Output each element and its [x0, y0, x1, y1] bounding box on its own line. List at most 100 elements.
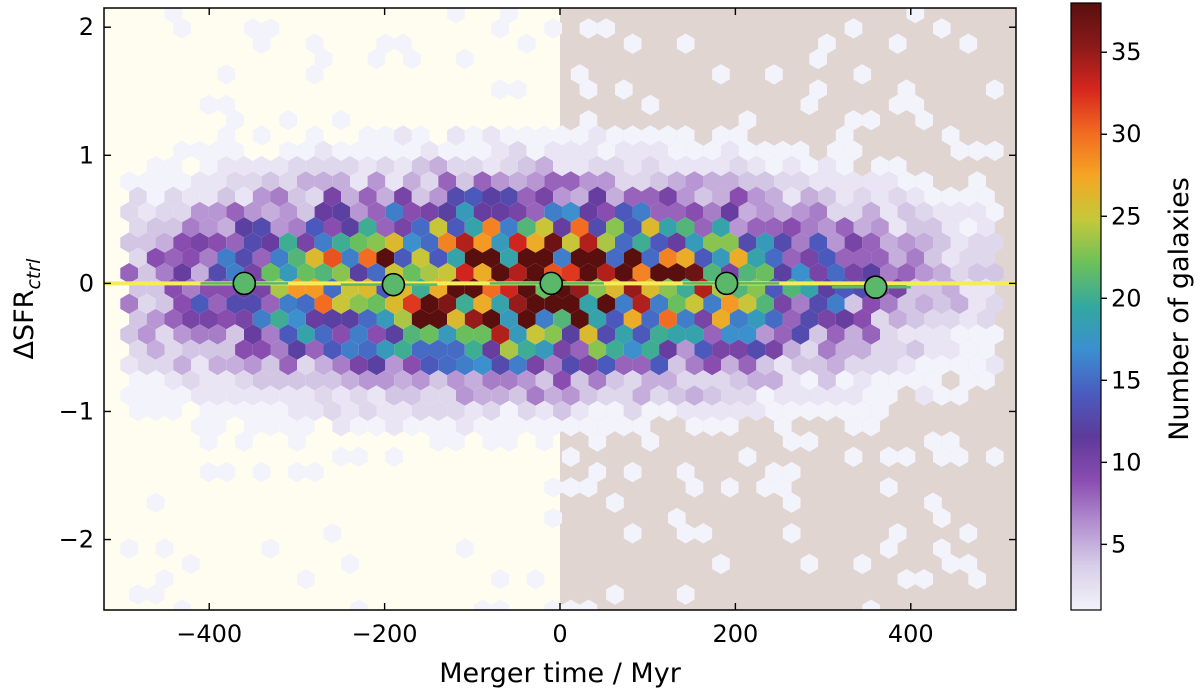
- hexbin-cell: [323, 370, 342, 391]
- hexbin-cell: [659, 370, 677, 391]
- hexbin-cell: [906, 247, 925, 269]
- hexbin-cell: [261, 171, 280, 192]
- hexbin-cell: [606, 339, 624, 360]
- hexbin-cell: [191, 416, 209, 437]
- hexbin-cell: [138, 201, 156, 223]
- hexbin-cell: [500, 431, 518, 452]
- hexbin-cell: [915, 263, 933, 284]
- hexbin-cell: [544, 201, 562, 223]
- hexbin-cell: [562, 416, 580, 437]
- hexbin-cell: [712, 247, 730, 269]
- hexbin-cell: [562, 477, 580, 498]
- hexbin-cell: [774, 171, 792, 192]
- hexbin-cell: [597, 140, 615, 161]
- hexbin-cell: [182, 247, 200, 269]
- hexbin-cell: [323, 339, 342, 360]
- hexbin-cell: [897, 354, 916, 376]
- hexbin-cell: [217, 186, 236, 207]
- hexbin-cell: [791, 354, 810, 376]
- hexbin-cell: [650, 354, 668, 376]
- hexbin-cell: [544, 324, 562, 345]
- hexbin-cell: [509, 385, 527, 406]
- hexbin-cell: [199, 461, 218, 483]
- hexbin-cell: [411, 247, 430, 269]
- hexbin-cell: [261, 538, 280, 559]
- hexbin-cell: [632, 140, 651, 161]
- hexbin-cell: [977, 217, 995, 238]
- hexbin-cell: [623, 155, 642, 177]
- hexbin-cell: [579, 385, 598, 406]
- hexbin-cell: [252, 247, 271, 269]
- hexbin-cell: [491, 79, 509, 100]
- colorbar-tick-label: 10: [1111, 448, 1142, 476]
- hexbin-cell: [456, 416, 474, 437]
- hexbin-cell: [350, 599, 368, 610]
- hexbin-cell: [570, 339, 589, 360]
- hexbin-cell: [888, 370, 907, 391]
- hexbin-cell: [358, 125, 377, 146]
- hexbin-cell: [199, 186, 218, 207]
- hexbin-cell: [597, 354, 615, 376]
- y-axis-title-main: ΔSFR: [9, 290, 40, 360]
- hexbin-cell: [199, 247, 218, 269]
- hexbin-cell: [438, 293, 456, 314]
- hexbin-cell: [517, 125, 536, 146]
- hexbin-cell: [517, 400, 536, 422]
- hexbin-cell: [844, 140, 863, 161]
- hexbin-cell: [818, 186, 836, 207]
- hexbin-cell: [703, 293, 721, 314]
- hexbin-cell: [712, 370, 730, 391]
- hexbin-cell: [809, 324, 827, 345]
- hexbin-cell: [968, 569, 986, 590]
- hexbin-cell: [367, 293, 386, 314]
- hexbin-cell: [880, 385, 898, 406]
- hexbin-cell: [350, 201, 368, 223]
- hexbin-cell: [712, 64, 730, 85]
- hexbin-cell: [199, 308, 218, 330]
- hexbin-cell: [314, 385, 333, 406]
- hexbin-cell: [509, 263, 527, 284]
- hexbin-cell: [217, 155, 236, 177]
- hexbin-cell: [650, 201, 668, 223]
- colorbar-tick-label: 15: [1111, 366, 1142, 394]
- hexbin-cell: [341, 186, 359, 207]
- hexbin-cell: [332, 140, 350, 161]
- hexbin-cell: [791, 385, 810, 406]
- hexbin-cell: [694, 155, 713, 177]
- hexbin-cell: [694, 247, 713, 269]
- hexbin-cell: [871, 155, 889, 177]
- y-tick-label: 1: [79, 141, 94, 169]
- hexbin-cell: [941, 308, 960, 330]
- hexbin-cell: [986, 354, 1004, 376]
- hexbin-cell: [844, 354, 863, 376]
- hexbin-cell: [606, 370, 624, 391]
- hexbin-cell: [456, 293, 474, 314]
- y-axis-title-subscript: ctrl: [23, 258, 45, 290]
- hexbin-cell: [570, 64, 589, 85]
- hexbin-cell: [659, 400, 677, 422]
- hexbin-cell: [941, 431, 960, 452]
- hexbin-cell: [835, 308, 854, 330]
- hexbin-cell: [853, 400, 872, 422]
- hexbin-cell: [261, 324, 280, 345]
- hexbin-cell: [394, 339, 412, 360]
- hexbin-cell: [288, 339, 306, 360]
- hexbin-cell: [782, 339, 801, 360]
- hexbin-cell: [835, 339, 854, 360]
- hexbin-cell: [562, 201, 580, 223]
- hexbin-cell: [244, 293, 262, 314]
- hexbin-cell: [641, 155, 660, 177]
- hexbin-cell: [880, 538, 898, 559]
- hexbin-cell: [553, 339, 571, 360]
- hexbin-cell: [950, 201, 969, 223]
- hexbin-cell: [182, 308, 200, 330]
- hexbin-cell: [173, 201, 191, 223]
- hexbin-cell: [588, 461, 607, 483]
- hexbin-cell: [491, 416, 509, 437]
- hexbin-cell: [774, 140, 792, 161]
- hexbin-cell: [659, 247, 677, 269]
- hexbin-cell: [765, 217, 783, 238]
- hexbin-cell: [456, 48, 474, 70]
- hexbin-cell: [394, 400, 412, 422]
- colorbar: 5 10 15 20 25 30 35: [1070, 2, 1142, 611]
